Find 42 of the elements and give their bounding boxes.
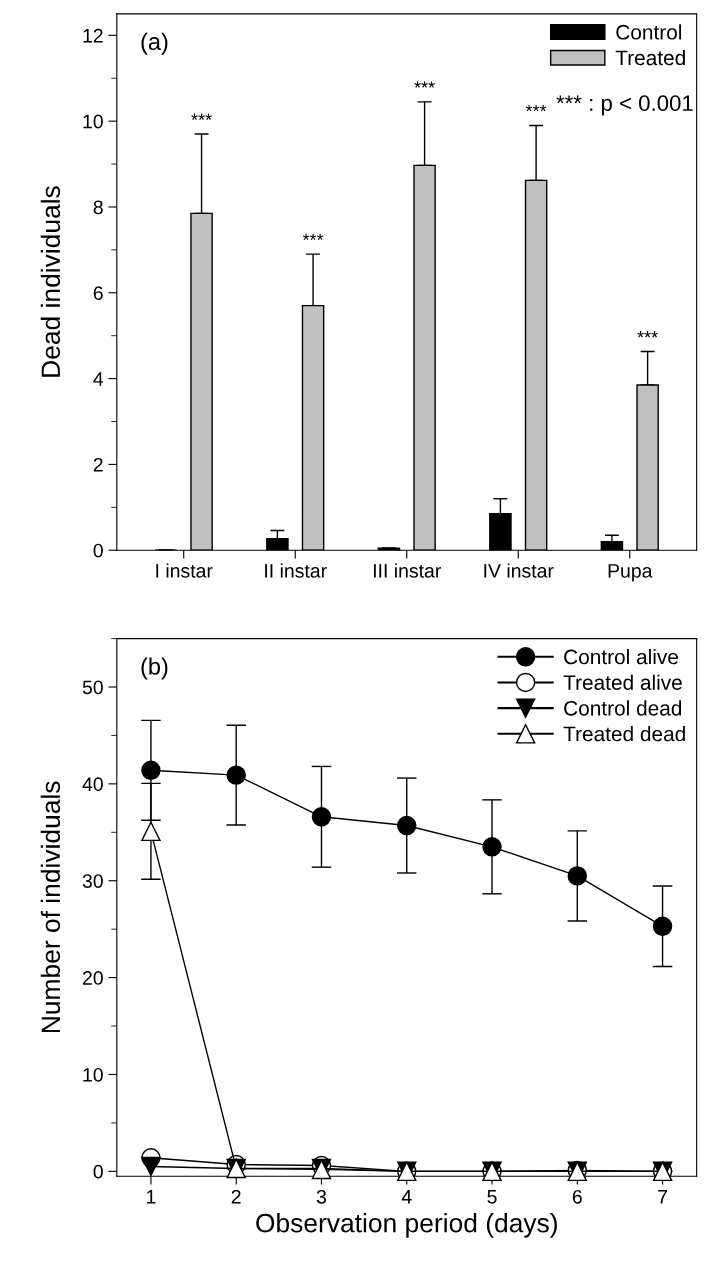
y-tick-label: 40 xyxy=(82,777,103,792)
legend-label: Control xyxy=(616,24,682,40)
x-tick-label: IV instar xyxy=(484,563,554,578)
annotation: *** xyxy=(637,331,658,338)
annotation: *** xyxy=(302,233,324,241)
x-tick-label: 5 xyxy=(487,1190,497,1204)
x-tick-label: 4 xyxy=(401,1190,412,1204)
y-tick-label: 0 xyxy=(93,1164,103,1179)
annotation: *** xyxy=(191,113,212,120)
annotation: *** xyxy=(525,104,547,112)
legend-label: Treated dead xyxy=(563,726,685,742)
x-tick-label: 6 xyxy=(572,1189,582,1204)
x-tick-label: Pupa xyxy=(608,564,653,582)
y-tick-label: 0 xyxy=(93,543,103,558)
y-tick-label: 10 xyxy=(83,1067,103,1082)
annotation: *** : p < 0.001 xyxy=(556,95,693,116)
x-tick-label: II instar xyxy=(265,563,327,578)
legend-label: Control alive xyxy=(564,648,678,665)
y-axis-title: Number of individuals xyxy=(40,781,61,1033)
legend-label: Treated alive xyxy=(563,674,682,690)
y-tick-label: 20 xyxy=(82,971,103,985)
y-tick-label: 6 xyxy=(93,286,103,301)
x-tick-label: I instar xyxy=(156,563,213,578)
x-tick-label: 3 xyxy=(316,1189,327,1204)
y-tick-label: 50 xyxy=(82,680,103,695)
legend-label: Control dead xyxy=(564,700,682,716)
x-axis-title: Observation period (days) xyxy=(256,1213,557,1238)
y-tick-label: 12 xyxy=(83,28,103,43)
x-tick-label: III instar xyxy=(373,563,441,578)
y-tick-label: 10 xyxy=(83,114,103,129)
x-tick-label: 7 xyxy=(658,1190,667,1204)
y-tick-label: 8 xyxy=(93,200,103,215)
annotation: (a) xyxy=(141,32,168,55)
y-axis-title: Dead individuals xyxy=(40,186,61,377)
y-tick-label: 4 xyxy=(93,372,104,386)
y-tick-label: 30 xyxy=(82,874,103,888)
legend-label: Treated xyxy=(615,49,685,66)
x-tick-label: 2 xyxy=(231,1189,241,1204)
y-tick-label: 2 xyxy=(93,457,103,472)
annotation: (b) xyxy=(141,657,168,680)
x-tick-label: 1 xyxy=(147,1190,156,1204)
annotation: *** xyxy=(414,81,435,88)
